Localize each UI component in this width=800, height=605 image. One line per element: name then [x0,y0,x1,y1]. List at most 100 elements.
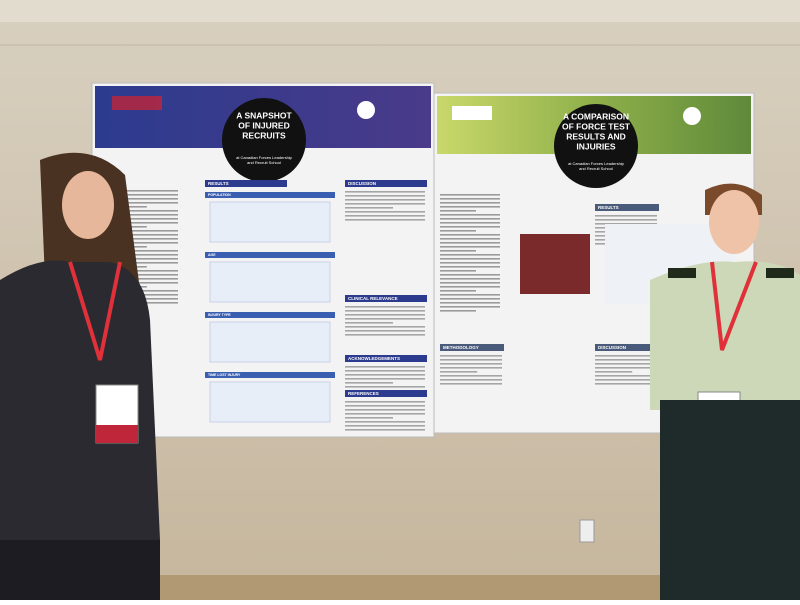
text-line [345,382,393,384]
poster-title: RESULTS AND [566,131,626,141]
person-left [0,152,160,600]
text-line [440,298,500,300]
text-line [345,330,425,332]
text-line [440,302,500,304]
text-line [345,429,425,431]
poster-subtitle: at Canadian Forces Leadership [568,161,625,166]
text-line [440,238,500,240]
text-line [440,375,502,377]
text-line [595,363,657,365]
poster-title: OF INJURED [238,120,289,130]
text-line [440,250,476,252]
text-line [440,242,500,244]
subsection-bar [205,252,335,258]
text-line [440,246,500,248]
text-line [440,202,500,204]
text-line [440,355,502,357]
text-line [345,421,425,423]
text-line [345,386,425,388]
text-line [440,371,478,373]
text-line [440,290,476,292]
text-line [345,409,425,411]
text-line [440,379,502,381]
text-line [440,286,500,288]
figure [209,381,331,423]
text-line [345,322,393,324]
text-line [100,234,178,236]
poster-title: A SNAPSHOT [236,110,292,120]
subsection-heading: POPULATION [208,193,231,197]
subsection-heading: TIME LOST INJURY [208,373,241,377]
text-line [345,195,425,197]
section-heading: RESULTS [598,205,619,210]
section-bar [345,180,427,187]
text-line [440,222,500,224]
logo [452,106,492,120]
text-line [100,250,178,252]
subsection-bar [205,372,335,378]
text-line [345,211,425,213]
text-line [345,413,425,415]
face [709,190,759,254]
text-line [440,282,500,284]
text-line [440,306,500,308]
subsection-bar [205,192,335,198]
epaulette [668,268,696,278]
subsection-heading: AGE [208,253,216,257]
poster-subtitle: and Recruit School [247,160,281,165]
text-line [440,310,476,312]
text-line [440,254,500,256]
text-line [345,199,425,201]
section-bar [595,204,659,211]
text-line [440,230,476,232]
text-line [345,417,393,419]
text-line [100,262,178,264]
poster-title: RECRUITS [242,130,286,140]
text-line [345,326,425,328]
outlet [579,519,595,543]
text-line [595,219,657,221]
text-line [100,194,178,196]
text-line [345,306,425,308]
text-line [440,218,500,220]
lanyard [710,261,758,351]
lanyard [68,261,122,361]
text-line [345,191,425,193]
text-line [100,214,178,216]
text-line [440,258,500,260]
section-heading: DISCUSSION [598,345,626,350]
crest [683,107,701,125]
text-line [345,425,425,427]
section-bar [440,344,504,351]
section-bar [345,355,427,362]
text-line [100,230,178,232]
text-line [440,198,500,200]
figure [209,201,331,243]
text-line [440,266,500,268]
title-circle [222,98,306,182]
section-bar [595,344,659,351]
photo-panel [520,234,590,294]
text-line [440,367,502,369]
section-bar [345,295,427,302]
section-heading: ACKNOWLEDGEMENTS [348,356,400,361]
section-heading: RESULTS [208,181,229,186]
text-line [440,363,502,365]
section-bar [345,390,427,397]
text-line [595,215,657,217]
subsection-bar [205,312,335,318]
ceiling-band [0,0,800,22]
text-line [595,223,657,225]
text-line [345,310,425,312]
text-line [100,254,178,256]
text-line [595,355,657,357]
text-line [595,371,633,373]
text-line [100,218,178,220]
text-line [440,194,500,196]
text-line [100,258,178,260]
text-line [100,210,178,212]
person-right [650,183,800,600]
text-line [345,215,425,217]
logo [112,96,162,110]
